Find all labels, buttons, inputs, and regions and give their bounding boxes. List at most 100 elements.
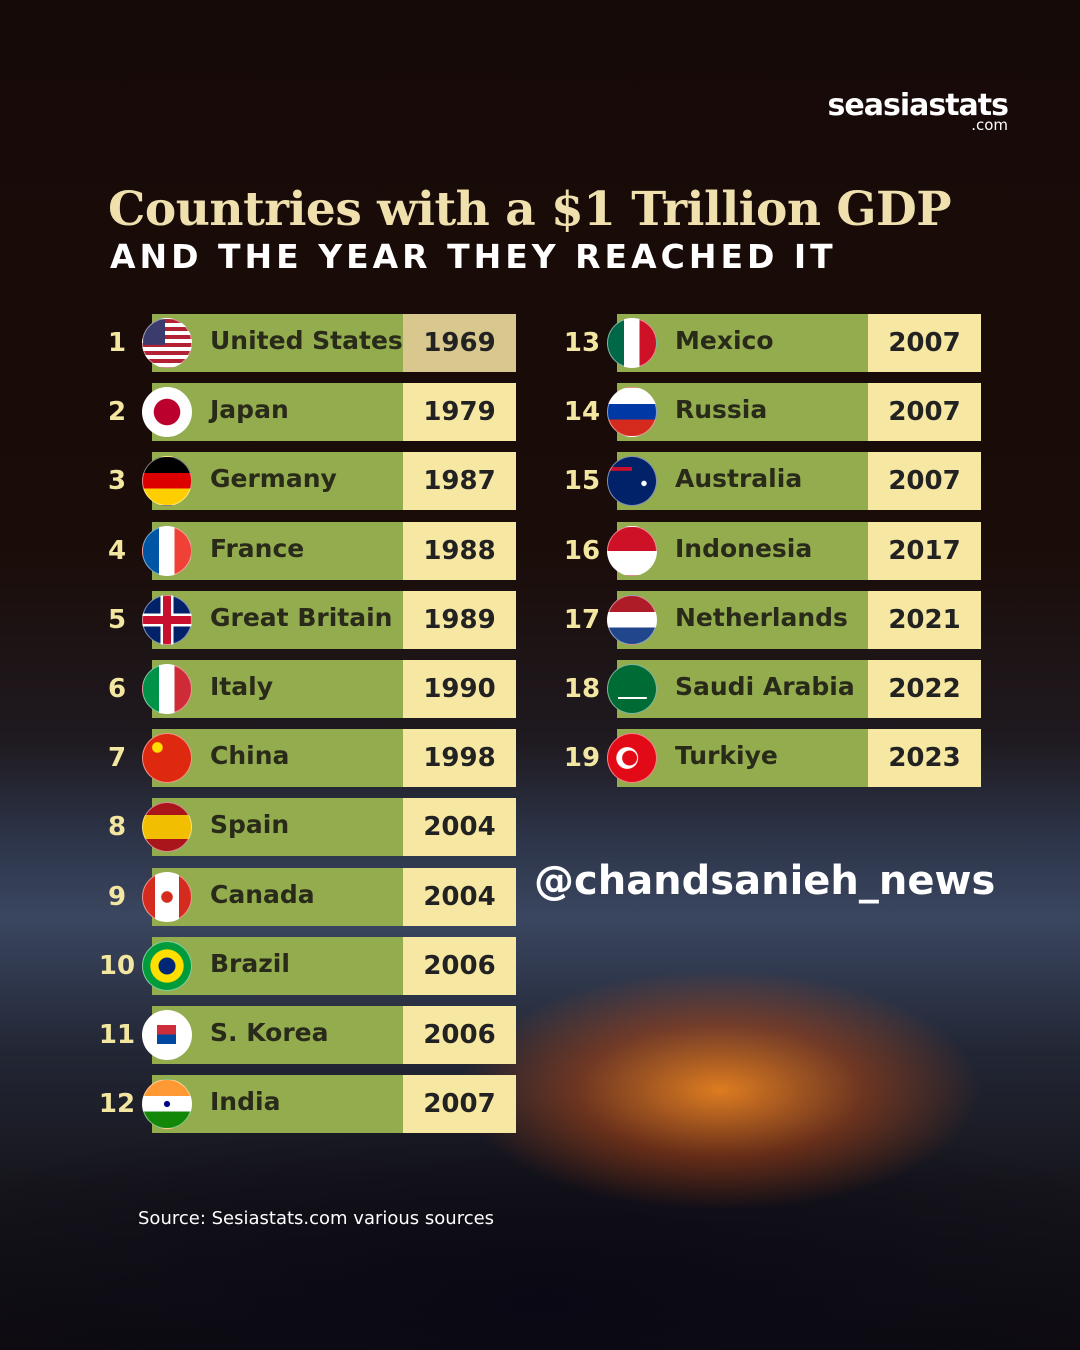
flag	[142, 871, 192, 922]
flag	[607, 525, 657, 576]
flag	[607, 733, 657, 784]
rank: 15	[563, 466, 601, 497]
title: Countries with a $1 Trillion GDP	[108, 182, 952, 237]
row-bar	[617, 590, 868, 649]
rank: 14	[563, 397, 601, 428]
year: 1987	[403, 452, 516, 511]
flag	[607, 664, 657, 714]
country-name: Japan	[210, 395, 289, 425]
year: 1969	[403, 314, 516, 372]
row-bar	[617, 452, 868, 511]
flag	[142, 456, 192, 507]
rank: 12	[98, 1089, 136, 1120]
rank: 8	[107, 812, 127, 843]
year: 2007	[868, 452, 981, 511]
rank: 18	[563, 674, 601, 704]
row-bar	[617, 729, 868, 788]
year: 1990	[403, 660, 516, 718]
rank: 4	[107, 535, 127, 566]
flag	[142, 1010, 192, 1060]
country-name: China	[210, 741, 290, 771]
flag	[142, 1079, 192, 1130]
country-name: Mexico	[675, 326, 774, 355]
year: 2022	[868, 660, 981, 718]
year: 2006	[403, 1006, 516, 1064]
year: 1998	[403, 729, 516, 788]
country-name: Germany	[210, 464, 337, 494]
country-name: Italy	[210, 672, 273, 701]
row-bar	[152, 521, 403, 580]
year: 2007	[868, 383, 981, 442]
flag	[142, 525, 192, 576]
country-name: Australia	[675, 464, 803, 494]
rank: 16	[563, 535, 601, 566]
rank: 10	[98, 950, 136, 981]
rank: 9	[107, 881, 127, 912]
country-name: Brazil	[210, 948, 290, 978]
year: 1988	[403, 521, 516, 580]
rank: 7	[107, 743, 127, 774]
year: 2007	[403, 1075, 516, 1134]
rank: 1	[107, 328, 127, 358]
flag	[142, 594, 192, 645]
rank: 6	[107, 674, 127, 704]
row-bar	[152, 1075, 403, 1134]
country-name: Russia	[675, 395, 768, 425]
flag	[607, 456, 657, 507]
row-bar	[152, 936, 403, 995]
rank: 11	[98, 1020, 136, 1050]
flag	[607, 594, 657, 645]
flag	[142, 802, 192, 853]
flag	[142, 387, 192, 438]
year: 1989	[403, 590, 516, 649]
flag	[142, 733, 192, 784]
country-name: Indonesia	[675, 533, 813, 563]
year: 2004	[403, 867, 516, 926]
row-bar	[152, 1006, 403, 1064]
year: 2006	[403, 936, 516, 995]
year: 2017	[868, 521, 981, 580]
year: 2023	[868, 729, 981, 788]
rank: 13	[563, 328, 601, 358]
country-name: Turkiye	[675, 741, 778, 771]
row-bar	[152, 383, 403, 442]
country-name: Saudi Arabia	[675, 672, 855, 701]
rank: 2	[107, 397, 127, 428]
row-bar	[152, 867, 403, 926]
source: Source: Sesiastats.com various sources	[138, 1208, 495, 1229]
rank: 5	[107, 604, 127, 635]
rank: 19	[563, 743, 601, 774]
row-bar	[617, 660, 868, 718]
row-bar	[152, 798, 403, 857]
row-bar	[152, 452, 403, 511]
row-bar	[617, 521, 868, 580]
flag	[142, 664, 192, 714]
year: 2021	[868, 590, 981, 649]
subtitle: AND THE YEAR THEY REACHED IT	[110, 237, 837, 276]
flag	[142, 318, 192, 368]
flag	[607, 387, 657, 438]
country-name: S. Korea	[210, 1018, 329, 1047]
rank: 3	[107, 466, 127, 497]
year: 2007	[868, 314, 981, 372]
country-name: Canada	[210, 879, 315, 909]
watermark: @chandsanieh_news	[534, 858, 996, 904]
brand: seasiastats	[827, 88, 1009, 123]
row-bar	[152, 660, 403, 718]
flag	[607, 318, 657, 368]
year: 2004	[403, 798, 516, 857]
country-name: United States	[210, 326, 403, 355]
row-bar	[152, 729, 403, 788]
rank: 17	[563, 604, 601, 635]
country-name: India	[210, 1087, 281, 1117]
flag	[142, 940, 192, 991]
row-bar	[617, 383, 868, 442]
year: 1979	[403, 383, 516, 442]
row-bar	[152, 314, 403, 372]
row-bar	[152, 590, 403, 649]
country-name: Great Britain	[210, 602, 393, 632]
row-bar	[617, 314, 868, 372]
country-name: France	[210, 533, 305, 563]
country-name: Netherlands	[675, 602, 848, 632]
